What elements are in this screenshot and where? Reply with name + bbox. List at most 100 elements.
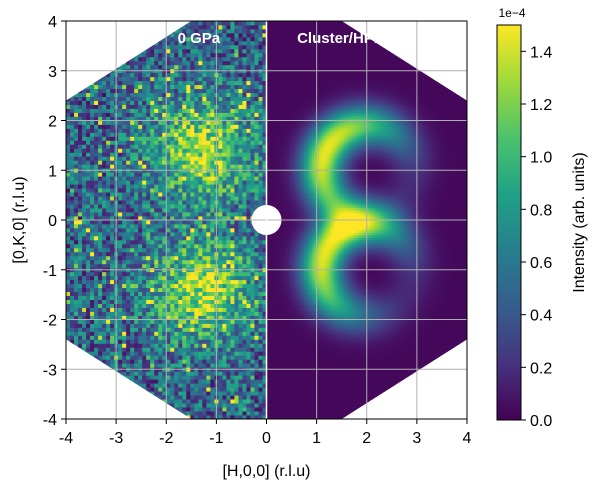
heatmap-cell <box>254 375 259 380</box>
heatmap-cell <box>250 200 255 205</box>
heatmap-cell <box>122 407 127 412</box>
heatmap-cell <box>222 192 227 197</box>
heatmap-cell <box>158 227 163 233</box>
heatmap-cell <box>186 216 191 221</box>
heatmap-cell <box>246 223 251 229</box>
heatmap-cell <box>194 184 199 189</box>
heatmap-cell <box>110 140 115 145</box>
heatmap-cell <box>238 359 243 364</box>
heatmap-cell <box>146 295 151 300</box>
heatmap-cell <box>250 375 255 380</box>
heatmap-cell <box>174 283 179 289</box>
heatmap-cell <box>142 136 147 141</box>
heatmap-cell <box>242 239 247 245</box>
heatmap-cell <box>202 200 207 205</box>
heatmap-cell <box>162 283 167 289</box>
heatmap-cell <box>178 120 183 125</box>
heatmap-cell <box>66 56 71 62</box>
heatmap-cell <box>218 96 223 101</box>
heatmap-cell <box>98 359 103 364</box>
heatmap-cell <box>66 160 71 165</box>
heatmap-cell <box>162 52 167 58</box>
heatmap-cell <box>106 375 111 380</box>
heatmap-cell <box>102 303 107 308</box>
heatmap-cell <box>254 124 259 129</box>
heatmap-cell <box>110 243 115 249</box>
heatmap-cell <box>202 315 207 320</box>
heatmap-cell <box>130 72 135 78</box>
heatmap-cell <box>154 220 159 225</box>
heatmap-cell <box>250 60 255 66</box>
heatmap-cell <box>210 140 215 145</box>
heatmap-cell <box>118 403 123 408</box>
heatmap-cell <box>174 295 179 300</box>
heatmap-cell <box>162 108 167 113</box>
heatmap-cell <box>206 387 211 392</box>
heatmap-cell <box>218 216 223 221</box>
heatmap-cell <box>258 347 263 352</box>
heatmap-cell <box>138 156 143 161</box>
heatmap-cell <box>186 56 191 62</box>
heatmap-cell <box>86 391 91 396</box>
heatmap-cell <box>142 80 147 86</box>
heatmap-cell <box>190 355 195 360</box>
heatmap-cell <box>82 36 87 42</box>
heatmap-cell <box>86 72 91 78</box>
heatmap-cell <box>198 56 203 62</box>
heatmap-cell <box>218 88 223 94</box>
heatmap-cell <box>134 100 139 105</box>
heatmap-cell <box>210 64 215 70</box>
heatmap-cell <box>218 303 223 308</box>
heatmap-cell <box>78 387 83 392</box>
heatmap-cell <box>122 227 127 233</box>
heatmap-cell <box>218 128 223 133</box>
heatmap-cell <box>222 196 227 201</box>
heatmap-cell <box>202 331 207 336</box>
heatmap-cell <box>66 60 71 66</box>
heatmap-cell <box>242 176 247 181</box>
heatmap-cell <box>146 239 151 245</box>
heatmap-cell <box>122 351 127 356</box>
heatmap-cell <box>210 76 215 82</box>
heatmap-cell <box>218 299 223 304</box>
heatmap-cell <box>222 299 227 304</box>
heatmap-cell <box>146 355 151 360</box>
heatmap-cell <box>94 303 99 308</box>
heatmap-cell <box>102 21 107 26</box>
heatmap-cell <box>158 303 163 308</box>
heatmap-cell <box>174 44 179 50</box>
heatmap-cell <box>130 44 135 50</box>
heatmap-cell <box>170 291 175 297</box>
heatmap-cell <box>134 279 139 285</box>
heatmap-cell <box>226 152 231 157</box>
heatmap-cell <box>186 44 191 50</box>
heatmap-cell <box>126 24 131 30</box>
heatmap-cell <box>70 395 75 400</box>
heatmap-cell <box>158 88 163 94</box>
heatmap-cell <box>262 64 267 70</box>
heatmap-cell <box>78 331 83 336</box>
heatmap-cell <box>98 251 103 257</box>
heatmap-cell <box>110 263 115 269</box>
heatmap-cell <box>262 339 267 344</box>
heatmap-cell <box>102 295 107 300</box>
heatmap-cell <box>78 144 83 149</box>
heatmap-cell <box>158 184 163 189</box>
heatmap-cell <box>234 339 239 344</box>
heatmap-cell <box>206 212 211 217</box>
heatmap-cell <box>170 275 175 281</box>
heatmap-cell <box>198 116 203 121</box>
heatmap-cell <box>126 64 131 70</box>
heatmap-cell <box>186 192 191 197</box>
heatmap-cell <box>134 200 139 205</box>
heatmap-cell <box>190 124 195 129</box>
heatmap-cell <box>94 375 99 380</box>
heatmap-cell <box>258 311 263 316</box>
heatmap-cell <box>142 172 147 177</box>
heatmap-cell <box>174 359 179 364</box>
heatmap-cell <box>130 76 135 82</box>
heatmap-cell <box>130 223 135 229</box>
heatmap-cell <box>170 200 175 205</box>
heatmap-cell <box>158 96 163 101</box>
heatmap-cell <box>186 180 191 185</box>
